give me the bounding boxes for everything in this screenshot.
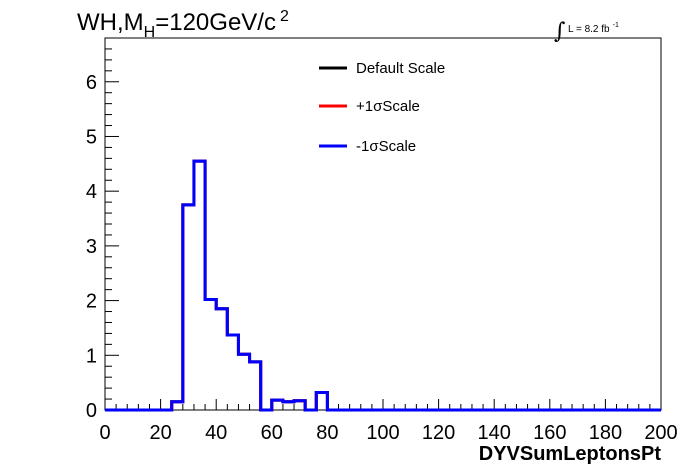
luminosity-integral: ∫ bbox=[554, 19, 566, 44]
x-tick-label: 180 bbox=[589, 422, 622, 444]
legend-label-2: +1σScale bbox=[356, 98, 420, 115]
series-layer bbox=[105, 159, 661, 412]
x-tick-label: 0 bbox=[99, 422, 110, 444]
luminosity-label: L = 8.2 fb -1 bbox=[568, 22, 619, 35]
y-tick-label: 4 bbox=[86, 181, 97, 203]
chart-title-subscript: H bbox=[144, 24, 156, 41]
y-axis: 0 1 2 3 4 5 6 bbox=[86, 37, 119, 422]
luminosity-superscript: -1 bbox=[613, 22, 619, 29]
plot-frame bbox=[104, 37, 662, 411]
legend: Default Scale +1σScale -1σScale bbox=[319, 60, 445, 155]
x-tick-label: 100 bbox=[366, 422, 399, 444]
x-tick-label: 40 bbox=[205, 422, 227, 444]
x-tick-label: 120 bbox=[422, 422, 455, 444]
x-tick-label: 140 bbox=[478, 422, 511, 444]
series-line-3 bbox=[105, 159, 661, 412]
x-axis: 0 20 40 60 80 100 120 140 160 180 200 bbox=[99, 399, 678, 444]
y-tick-label: 3 bbox=[86, 236, 97, 258]
chart-title-part1: WH,M bbox=[77, 9, 144, 36]
y-tick-label: 1 bbox=[86, 345, 97, 367]
y-tick-label: 5 bbox=[86, 126, 97, 148]
x-axis-title: DYVSumLeptonsPt bbox=[479, 443, 662, 465]
x-tick-label: 200 bbox=[644, 422, 677, 444]
x-tick-label: 20 bbox=[149, 422, 171, 444]
x-tick-label: 80 bbox=[316, 422, 338, 444]
series-line-1 bbox=[105, 159, 661, 412]
chart-title: WH,MH=120GeV/c 2 bbox=[77, 8, 289, 41]
y-tick-label: 0 bbox=[86, 400, 97, 422]
luminosity-text: L = 8.2 fb bbox=[568, 24, 610, 35]
legend-label-1: Default Scale bbox=[356, 60, 445, 77]
chart-title-superscript: 2 bbox=[280, 8, 289, 25]
chart-title-part2: =120GeV/c bbox=[155, 9, 276, 36]
y-tick-label: 2 bbox=[86, 291, 97, 313]
series-line-2 bbox=[105, 159, 661, 412]
legend-label-3: -1σScale bbox=[356, 138, 416, 155]
y-tick-label: 6 bbox=[86, 72, 97, 94]
x-tick-label: 60 bbox=[261, 422, 283, 444]
x-tick-label: 160 bbox=[533, 422, 566, 444]
